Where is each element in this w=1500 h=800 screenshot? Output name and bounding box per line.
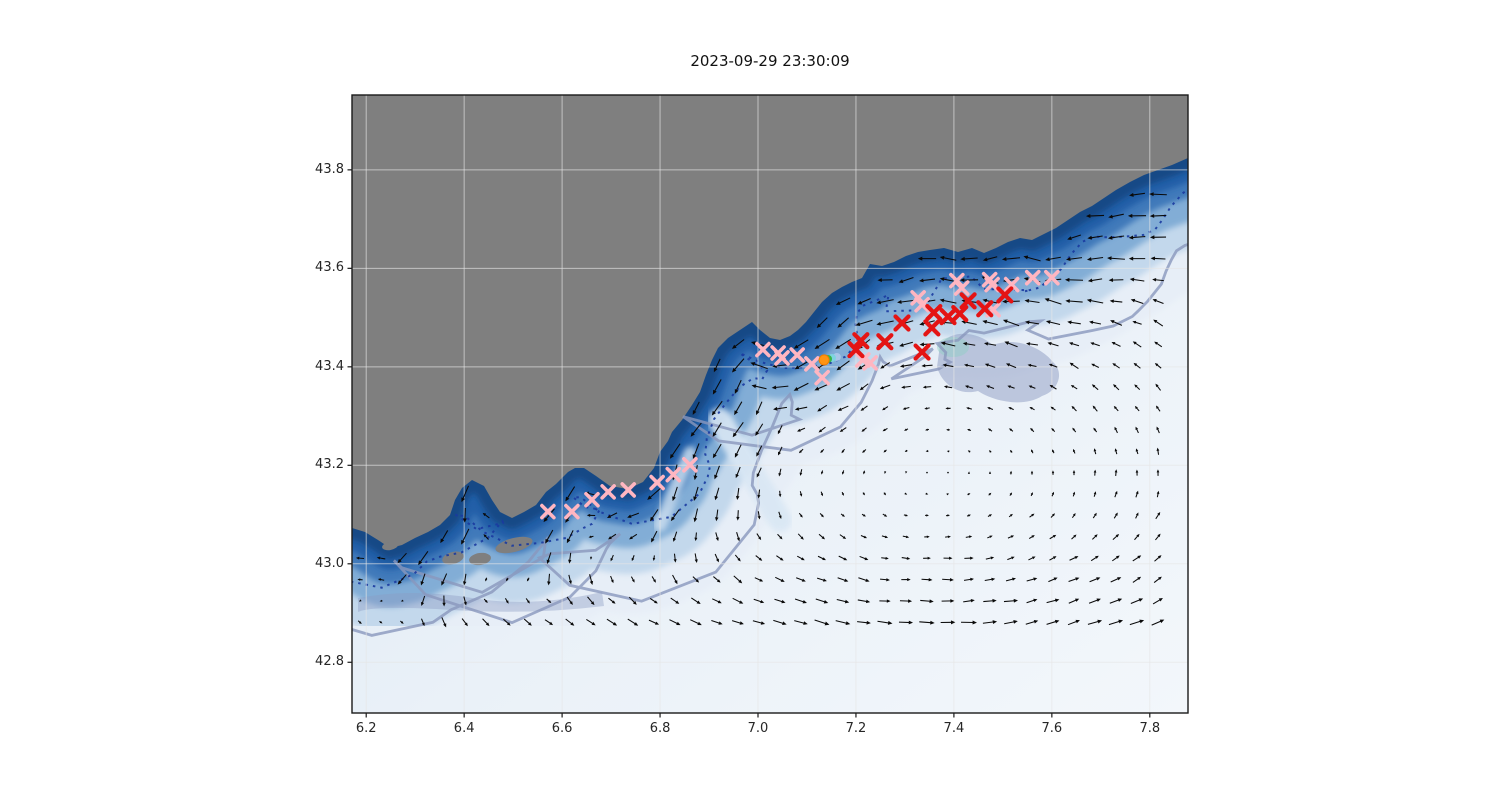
grid-lines bbox=[352, 95, 1188, 713]
x-tick-label: 7.4 bbox=[943, 721, 965, 736]
x-tick-label: 7.2 bbox=[845, 721, 867, 736]
y-tick-label: 43.8 bbox=[315, 161, 344, 177]
x-tick-label: 6.4 bbox=[453, 721, 475, 736]
x-tick-label: 7.0 bbox=[747, 721, 769, 736]
x-tick-label: 7.6 bbox=[1041, 721, 1063, 736]
y-tick-label: 42.8 bbox=[315, 654, 344, 670]
isobath-contours bbox=[352, 188, 1188, 637]
x-tick-label: 6.2 bbox=[355, 721, 377, 736]
station-markers-pink bbox=[540, 269, 1060, 520]
land-mass bbox=[352, 95, 1188, 566]
station-markers-red bbox=[847, 286, 1014, 361]
plot-title: 2023-09-29 23:30:09 bbox=[690, 52, 850, 70]
x-tick-label: 7.8 bbox=[1139, 721, 1161, 736]
y-tick-label: 43.6 bbox=[315, 260, 344, 276]
y-tick-label: 43.0 bbox=[315, 555, 344, 571]
drifter-marker bbox=[818, 352, 841, 366]
x-tick-label: 6.6 bbox=[551, 721, 573, 736]
y-tick-label: 43.2 bbox=[315, 457, 344, 473]
axes-frame bbox=[347, 94, 1189, 718]
x-tick-label: 6.8 bbox=[649, 721, 671, 736]
y-tick-label: 43.4 bbox=[315, 358, 344, 374]
